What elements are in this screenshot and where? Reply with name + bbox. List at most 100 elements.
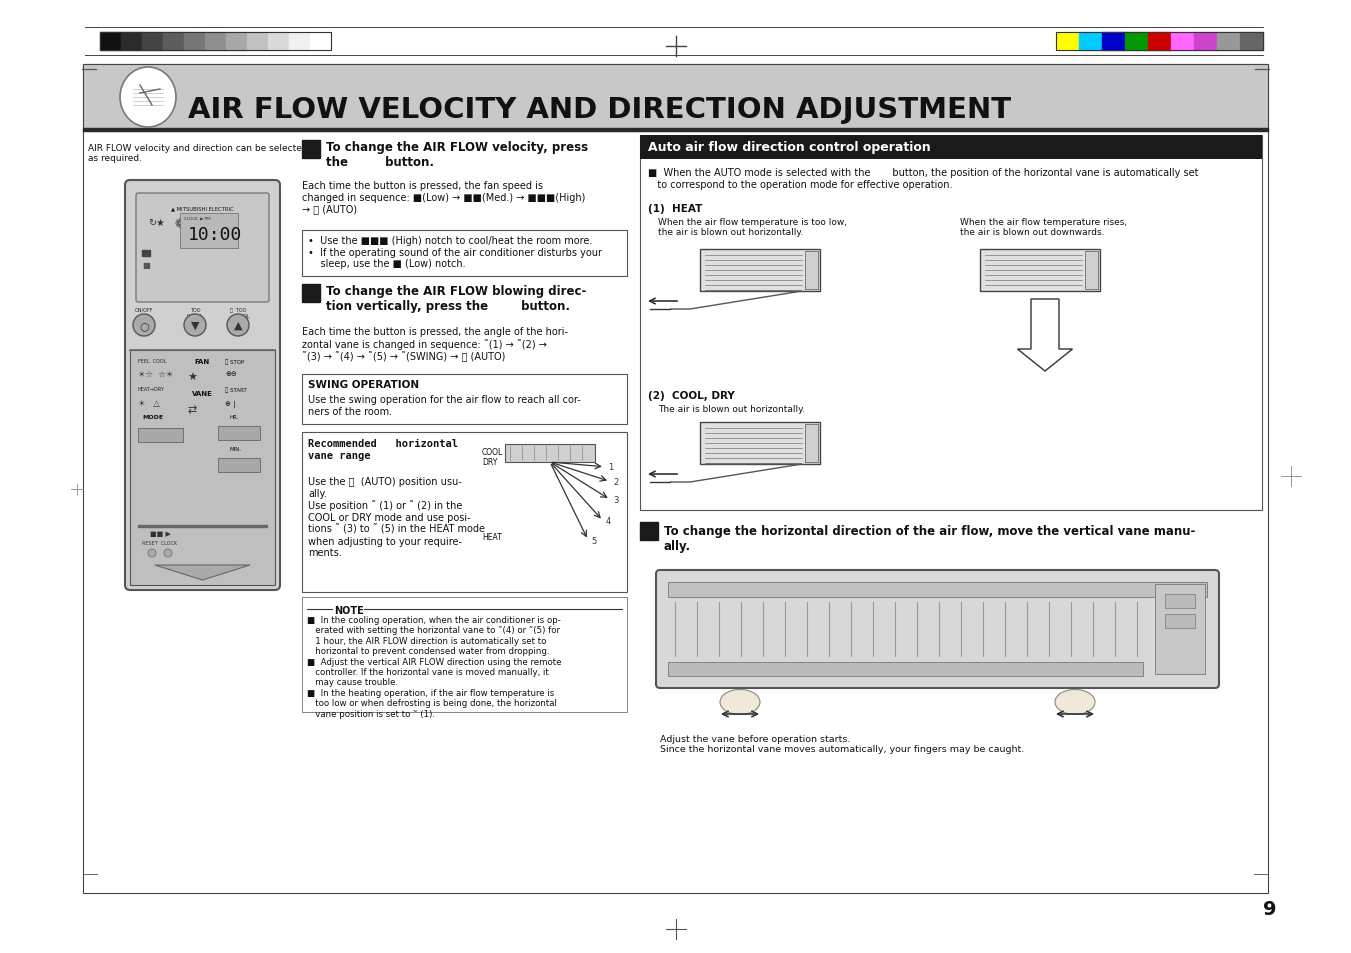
Text: MODE: MODE: [142, 415, 163, 419]
Bar: [218, 427, 259, 440]
Bar: [303, 375, 627, 424]
Text: ▼: ▼: [190, 320, 199, 331]
Bar: [142, 251, 150, 256]
Text: 2: 2: [613, 477, 619, 486]
FancyBboxPatch shape: [657, 571, 1219, 688]
Text: ⊕⊖: ⊕⊖: [226, 371, 236, 376]
Text: ☀   △: ☀ △: [138, 398, 159, 408]
Text: RESET  CLOCK: RESET CLOCK: [142, 540, 177, 545]
Text: COOL
DRY: COOL DRY: [482, 448, 504, 467]
Text: 5: 5: [592, 537, 596, 545]
Text: Each time the button is pressed, the angle of the hori-
zontal vane is changed i: Each time the button is pressed, the ang…: [303, 327, 567, 362]
Text: HEAT→DRY: HEAT→DRY: [138, 387, 165, 392]
Ellipse shape: [720, 690, 761, 715]
Bar: [303, 433, 627, 593]
Text: (2)  COOL, DRY: (2) COOL, DRY: [648, 391, 735, 400]
Bar: [247, 33, 267, 51]
Bar: [122, 33, 142, 51]
Text: ⓘ STOP: ⓘ STOP: [226, 358, 245, 364]
Bar: [640, 136, 1262, 511]
Circle shape: [163, 550, 172, 558]
Text: Use the swing operation for the air flow to reach all cor-
ners of the room.: Use the swing operation for the air flow…: [308, 395, 581, 416]
Text: Recommended   horizontal
vane range: Recommended horizontal vane range: [308, 438, 458, 460]
Text: To change the horizontal direction of the air flow, move the vertical vane manu-: To change the horizontal direction of th…: [663, 524, 1196, 553]
Text: To change the AIR FLOW velocity, press
the         button.: To change the AIR FLOW velocity, press t…: [326, 141, 588, 169]
Bar: [309, 33, 331, 51]
Bar: [303, 141, 320, 159]
Bar: [1125, 33, 1148, 51]
Circle shape: [184, 314, 205, 336]
Bar: [1148, 33, 1171, 51]
Text: CLOCK  ▶ PM: CLOCK ▶ PM: [184, 215, 211, 220]
Text: FAN: FAN: [195, 358, 209, 365]
Bar: [805, 424, 817, 462]
Text: To change the AIR FLOW blowing direc-
tion vertically, press the        button.: To change the AIR FLOW blowing direc- ti…: [326, 285, 586, 313]
Bar: [226, 33, 247, 51]
Bar: [184, 33, 205, 51]
Text: 4: 4: [605, 517, 611, 526]
Text: 9: 9: [1263, 900, 1277, 919]
Bar: [700, 250, 820, 292]
Text: SWING OPERATION: SWING OPERATION: [308, 379, 419, 390]
Text: ⊕ |: ⊕ |: [226, 400, 235, 408]
Bar: [100, 33, 331, 51]
Text: HEAT: HEAT: [482, 533, 501, 541]
Bar: [267, 33, 289, 51]
Text: ON/OFF: ON/OFF: [135, 308, 153, 313]
Bar: [303, 598, 627, 712]
Text: The air is blown out horizontally.: The air is blown out horizontally.: [658, 405, 805, 414]
Bar: [1171, 33, 1194, 51]
Bar: [82, 65, 1269, 132]
Text: ⇄: ⇄: [188, 405, 197, 415]
Bar: [640, 136, 1262, 160]
Bar: [1165, 615, 1196, 628]
Text: FEEL  COOL: FEEL COOL: [138, 358, 166, 364]
Text: AIR FLOW VELOCITY AND DIRECTION ADJUSTMENT: AIR FLOW VELOCITY AND DIRECTION ADJUSTME…: [188, 96, 1011, 124]
Text: ▲ MITSUBISHI ELECTRIC: ▲ MITSUBISHI ELECTRIC: [172, 206, 234, 211]
Bar: [1240, 33, 1263, 51]
Text: ⓘ  TOO
    COOL: ⓘ TOO COOL: [230, 308, 250, 318]
Text: ■: ■: [142, 261, 150, 270]
Bar: [1085, 252, 1098, 290]
Text: Adjust the vane before operation starts.
Since the horizontal vane moves automat: Adjust the vane before operation starts.…: [661, 734, 1024, 754]
Text: NOTE: NOTE: [334, 605, 363, 616]
Text: 1: 1: [608, 463, 613, 472]
FancyBboxPatch shape: [126, 181, 280, 590]
Text: ■  When the AUTO mode is selected with the       button, the position of the hor: ■ When the AUTO mode is selected with th…: [648, 168, 1198, 190]
Bar: [1102, 33, 1125, 51]
Bar: [1217, 33, 1240, 51]
Text: HR.: HR.: [230, 415, 239, 419]
Text: Use the Ⓐ  (AUTO) position usu-
ally.
Use position ˜ (1) or ˜ (2) in the
COOL or: Use the Ⓐ (AUTO) position usu- ally. Use…: [308, 476, 485, 558]
Bar: [667, 662, 1143, 677]
Text: 3: 3: [613, 496, 619, 504]
Bar: [138, 525, 267, 527]
Bar: [1165, 595, 1196, 608]
Text: ⓘ START: ⓘ START: [226, 387, 247, 393]
Bar: [505, 444, 594, 462]
Bar: [700, 422, 820, 464]
Bar: [82, 65, 1269, 893]
Circle shape: [132, 314, 155, 336]
Bar: [1056, 33, 1263, 51]
Bar: [979, 250, 1100, 292]
Bar: [130, 351, 276, 585]
Text: ☀☆  ☆☀: ☀☆ ☆☀: [138, 371, 173, 379]
Circle shape: [227, 314, 249, 336]
Bar: [1155, 584, 1205, 675]
Ellipse shape: [120, 68, 176, 128]
Bar: [1056, 33, 1079, 51]
Bar: [218, 458, 259, 473]
Text: ○: ○: [139, 320, 149, 331]
Text: ■  In the cooling operation, when the air conditioner is op-
   erated with sett: ■ In the cooling operation, when the air…: [307, 616, 562, 718]
Bar: [142, 33, 163, 51]
Bar: [805, 252, 817, 290]
Text: ❁: ❁: [174, 218, 185, 231]
Polygon shape: [155, 565, 250, 580]
Text: (1)  HEAT: (1) HEAT: [648, 204, 703, 213]
Bar: [1194, 33, 1217, 51]
Text: 10:00: 10:00: [188, 226, 242, 244]
Bar: [303, 231, 627, 276]
Bar: [289, 33, 309, 51]
Bar: [640, 522, 658, 540]
Text: VANE: VANE: [192, 391, 212, 396]
